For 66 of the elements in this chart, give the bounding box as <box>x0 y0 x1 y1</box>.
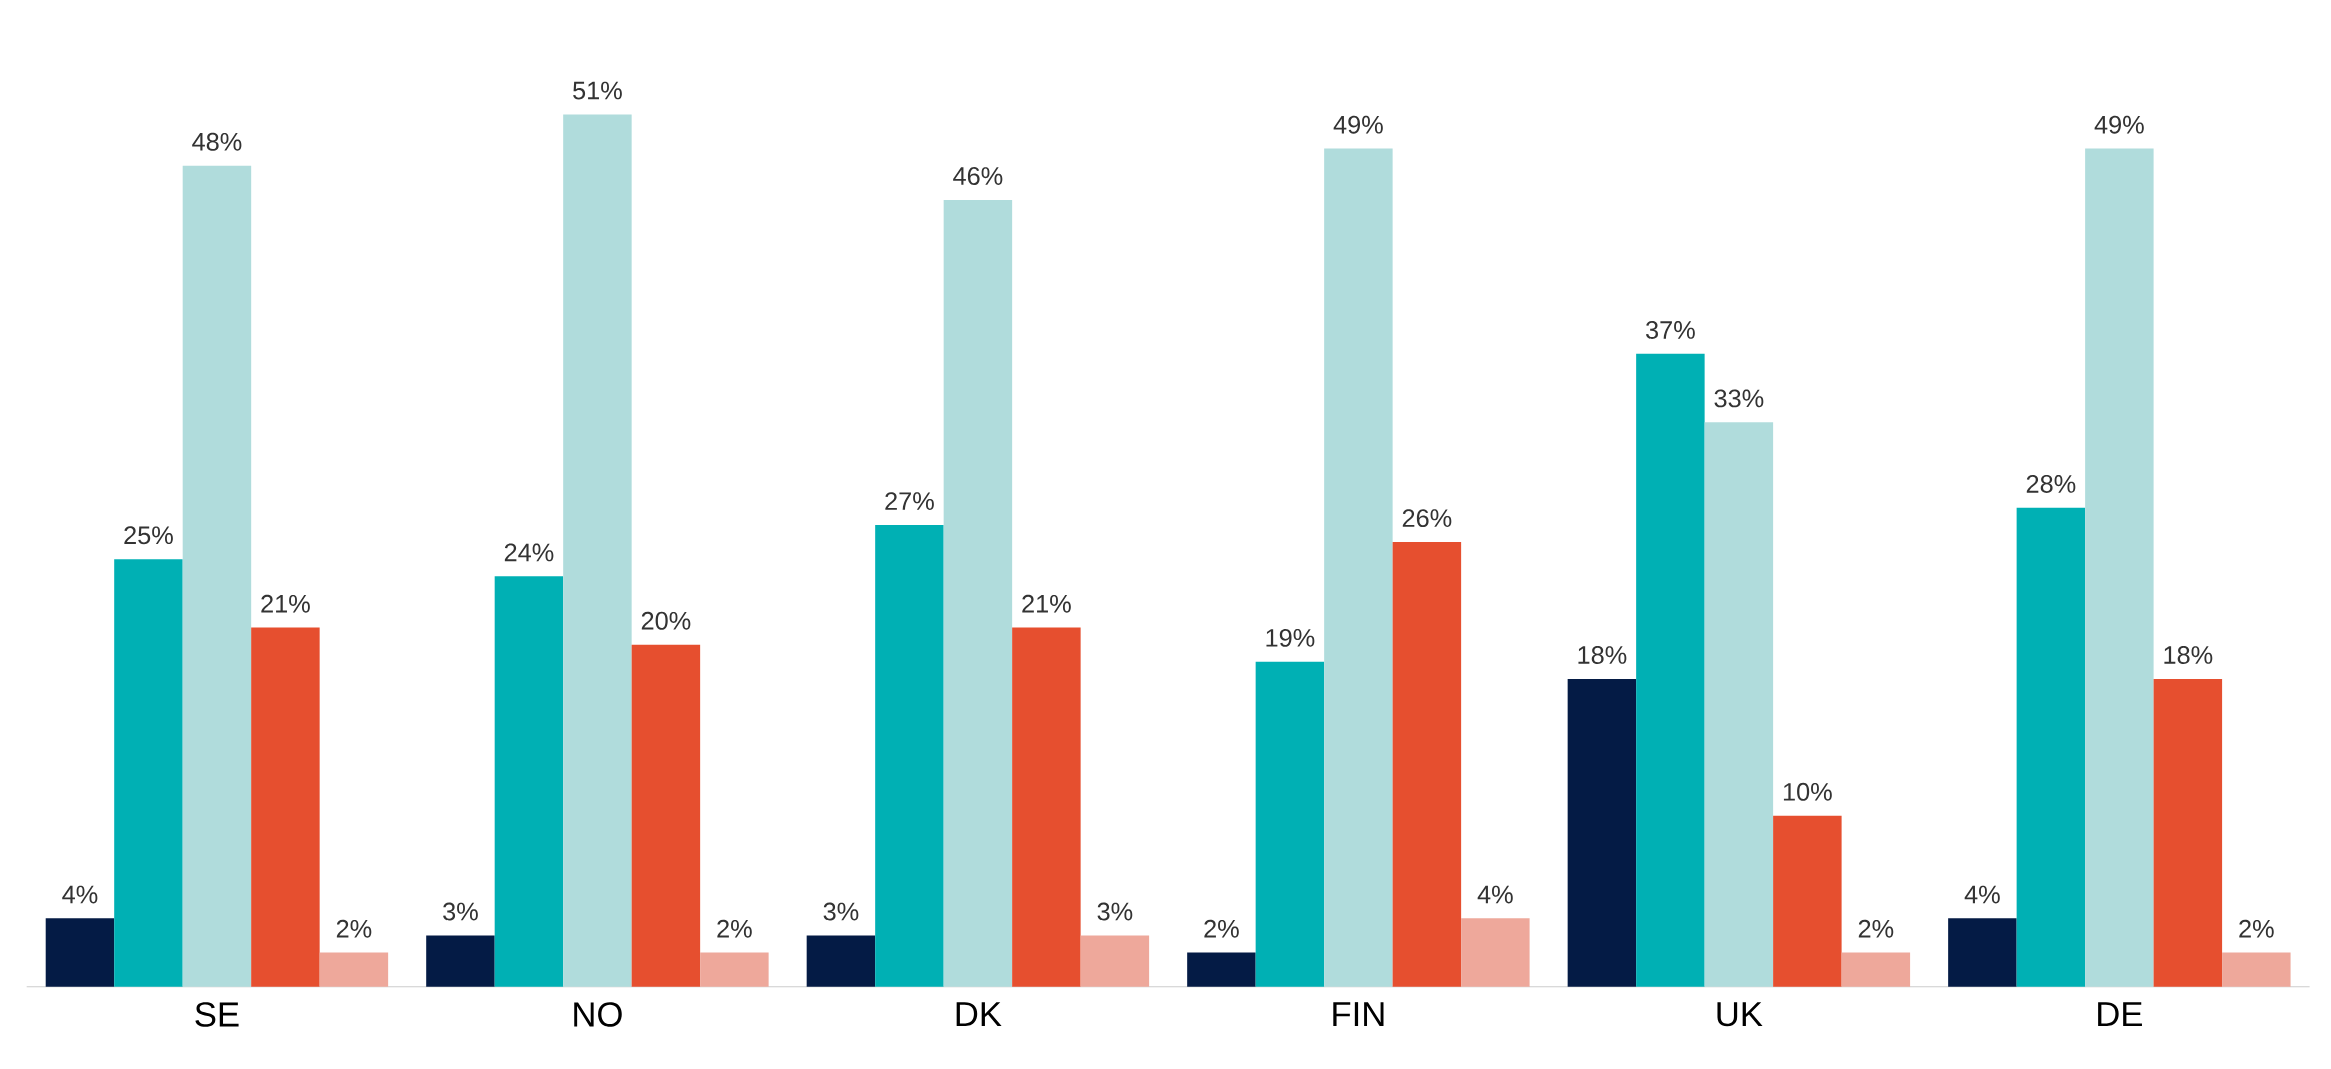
data-label: 24% <box>504 543 554 562</box>
data-label: 51% <box>573 81 622 100</box>
data-label: 27% <box>885 491 934 510</box>
bar <box>1704 422 1774 987</box>
x-tick-label: SE <box>195 1001 239 1027</box>
x-tick-label: DK <box>956 1001 1002 1026</box>
bar <box>1567 678 1637 987</box>
bar <box>251 627 320 987</box>
data-label: 46% <box>953 166 1003 185</box>
bar <box>1948 918 2017 987</box>
bar <box>1841 952 1911 987</box>
data-label: 48% <box>192 132 242 151</box>
bar <box>2016 507 2086 987</box>
x-tick-label: NO <box>574 1001 622 1027</box>
bar <box>1636 353 1705 987</box>
data-label: 21% <box>1022 594 1071 613</box>
bar <box>1324 148 1393 987</box>
bar <box>1187 952 1256 987</box>
bar <box>943 199 1013 987</box>
data-label: 3% <box>823 902 859 921</box>
data-label: 37% <box>1645 320 1695 339</box>
data-label: 21% <box>261 594 310 613</box>
bar <box>1255 661 1325 987</box>
bar <box>806 935 876 987</box>
data-label: 49% <box>2094 115 2144 134</box>
bar <box>2085 148 2154 987</box>
bar <box>1392 541 1462 987</box>
data-label: 2% <box>717 919 752 938</box>
data-label: 4% <box>1964 885 2000 904</box>
data-label: 28% <box>2026 474 2076 493</box>
data-label: 3% <box>1097 902 1133 921</box>
data-label: 3% <box>443 902 478 921</box>
data-label: 4% <box>62 885 98 904</box>
data-label: 49% <box>1333 115 1383 134</box>
x-tick-label: FIN <box>1333 1001 1384 1026</box>
data-label: 10% <box>1783 782 1832 801</box>
bar <box>182 165 252 987</box>
bar <box>700 952 769 987</box>
bar <box>875 524 944 987</box>
x-tick-label: UK <box>1717 1001 1763 1027</box>
bar <box>114 558 183 987</box>
bar <box>45 918 115 987</box>
bar <box>319 952 389 987</box>
data-label: 20% <box>641 611 691 630</box>
bar <box>1080 935 1150 987</box>
bar <box>563 114 632 987</box>
data-label: 2% <box>2239 919 2274 938</box>
data-label: 2% <box>1858 919 1894 938</box>
bar <box>2153 678 2223 987</box>
bar <box>1773 815 1842 987</box>
data-label: 18% <box>1578 645 1627 664</box>
data-label: 19% <box>1266 628 1315 647</box>
bar <box>426 935 495 987</box>
data-label: 33% <box>1714 389 1764 408</box>
data-label: 2% <box>336 919 372 938</box>
bar <box>2222 952 2291 987</box>
bar <box>631 644 701 987</box>
x-tick-label: DE <box>2098 1001 2142 1026</box>
data-label: 25% <box>124 526 173 544</box>
data-label: 4% <box>1477 885 1513 904</box>
data-label: 18% <box>2164 645 2213 664</box>
data-label: 2% <box>1204 919 1239 938</box>
bar <box>1461 918 1530 987</box>
data-label: 26% <box>1402 508 1452 527</box>
bar <box>494 576 564 987</box>
bar <box>1012 627 1081 987</box>
